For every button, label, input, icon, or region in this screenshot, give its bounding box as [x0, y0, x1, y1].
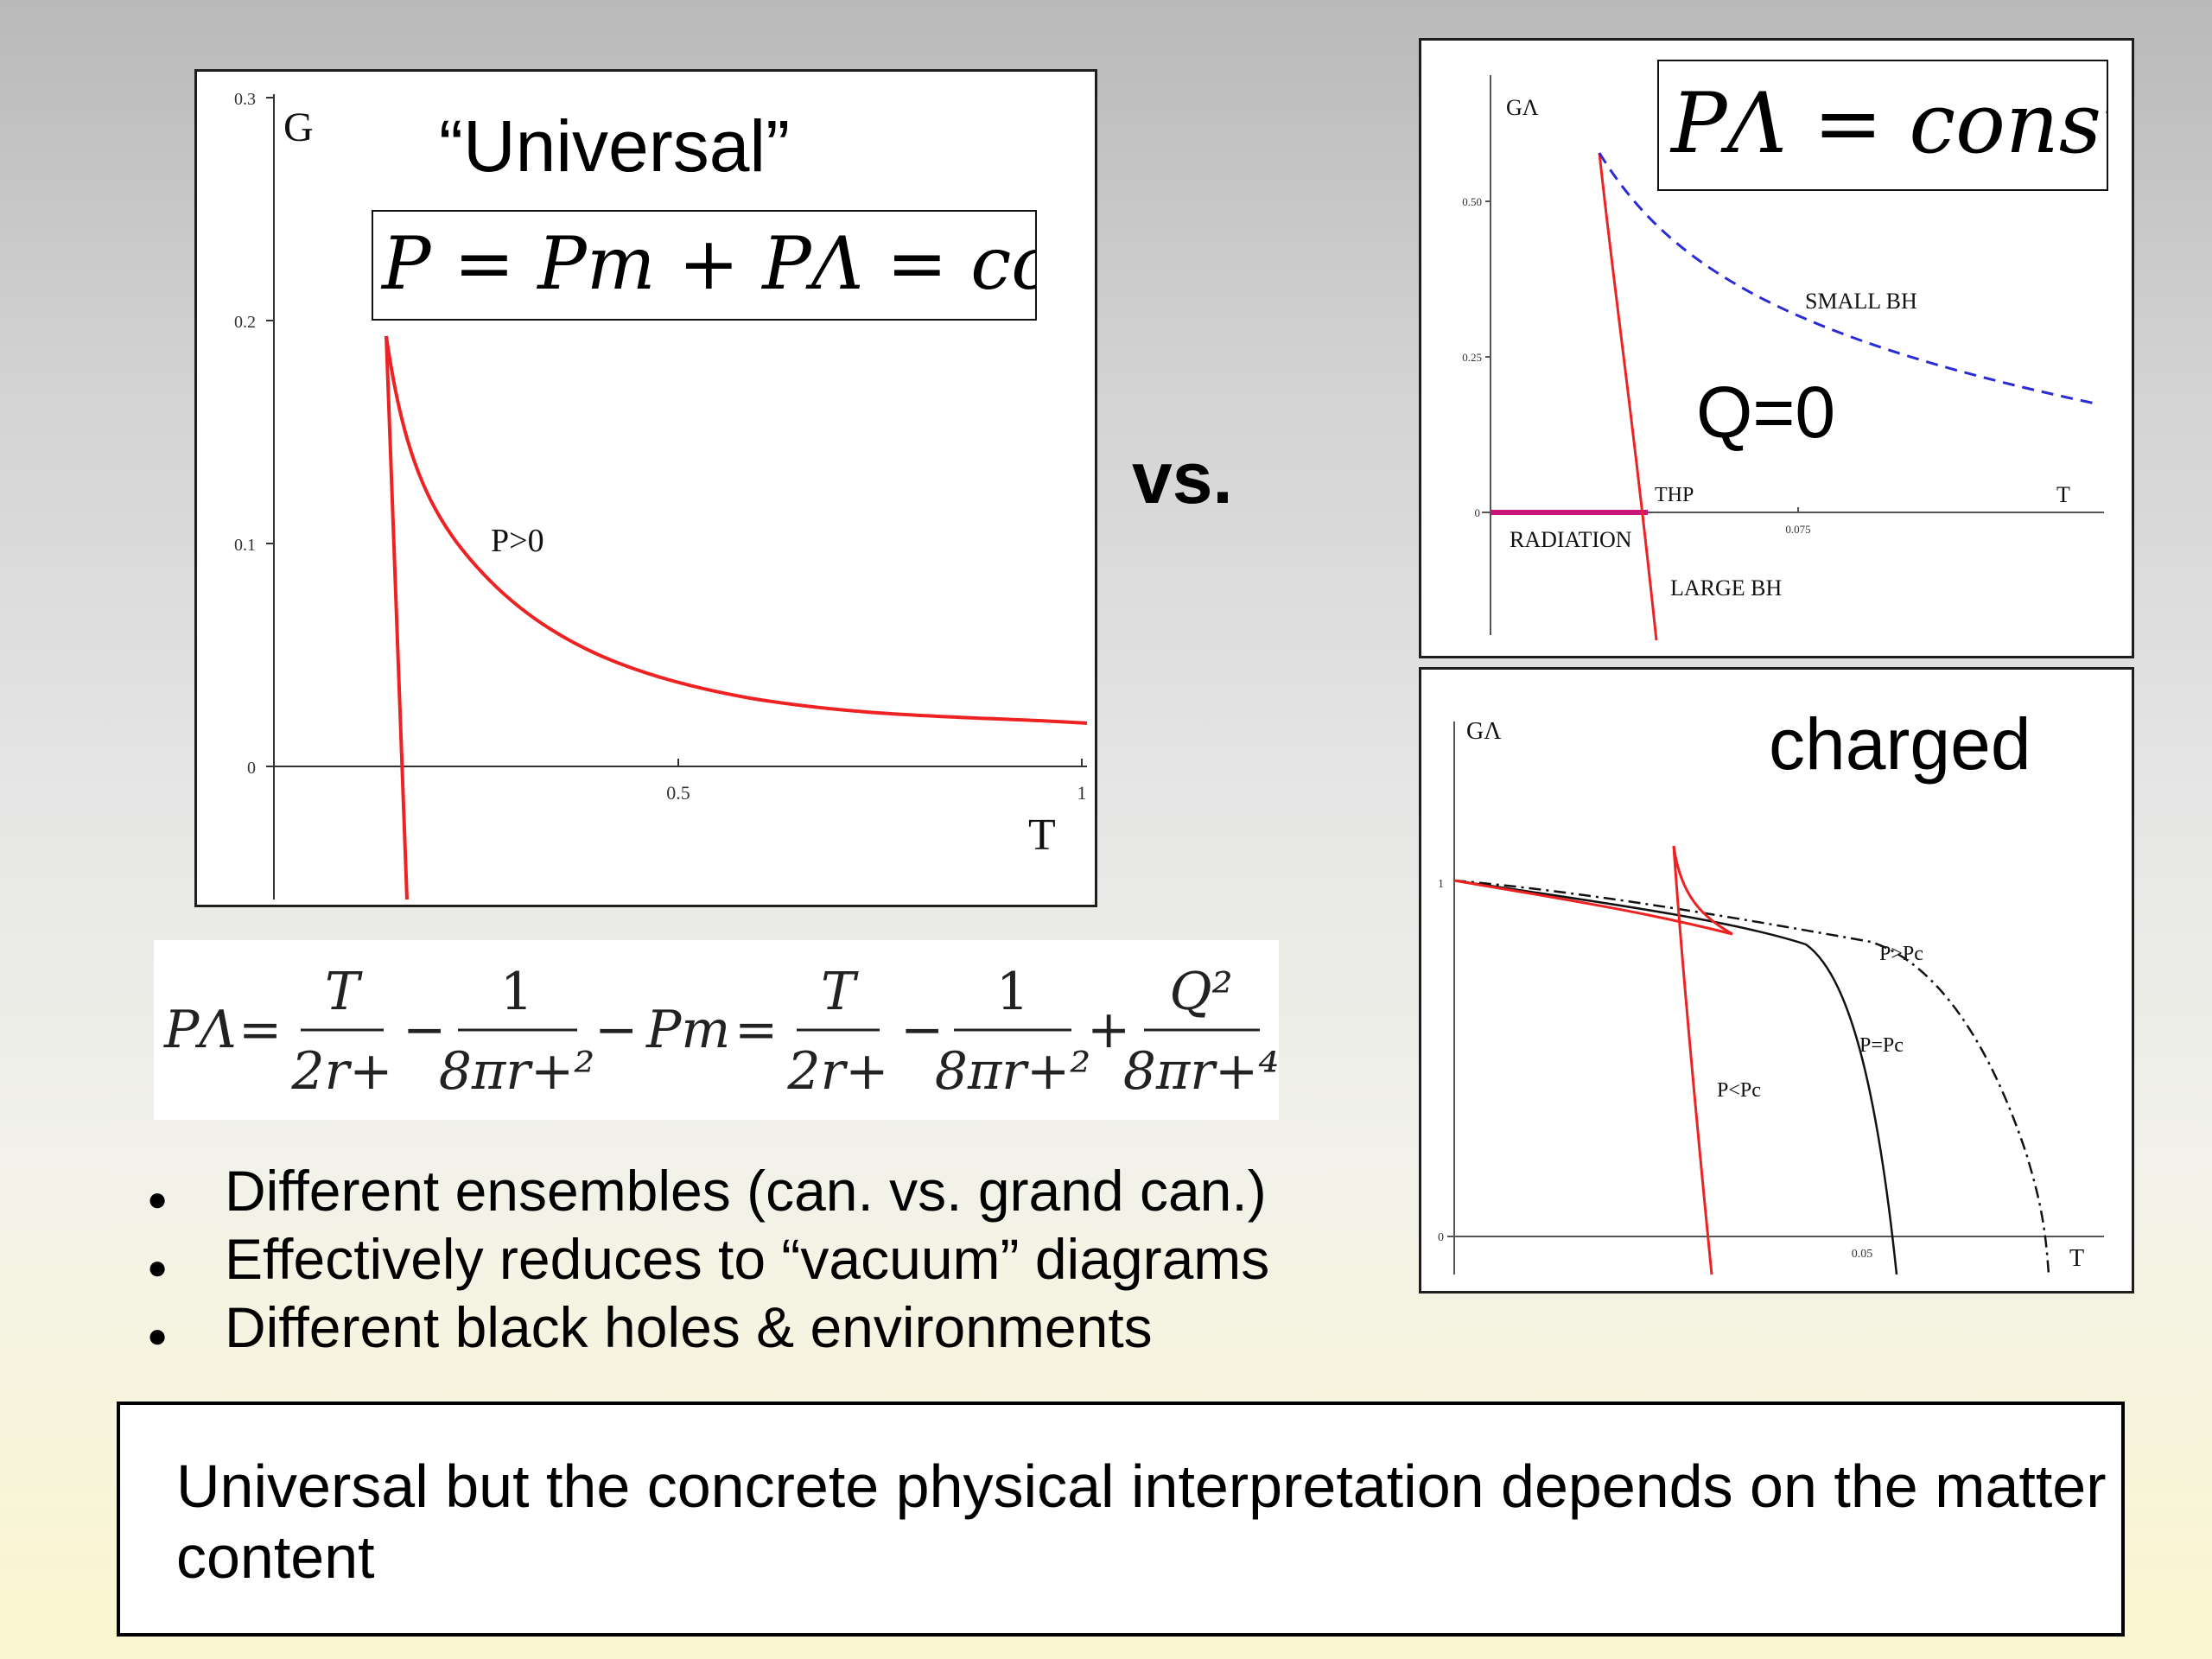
- x-tick-label: 0.5: [666, 782, 690, 804]
- fraction-denominator: 8πr+²: [935, 1041, 1091, 1102]
- bullet-icon: ●: [147, 1249, 168, 1287]
- y-tick-label: 0.2: [234, 313, 256, 332]
- fraction-numerator: 1: [996, 962, 1029, 1022]
- charged-title: charged: [1769, 703, 2031, 785]
- charged-chart-svg: 1 0 0.05 GΛ T P>Pc P=Pc P<Pc: [1438, 718, 2104, 1275]
- curve-p-below-critical-steep: [1672, 845, 1713, 1275]
- universal-title: “Universal”: [439, 105, 791, 187]
- y-axis-label: GΛ: [1466, 718, 1502, 745]
- lambda-const-equation: PΛ = const: [1657, 60, 2108, 191]
- main-equation-svg: PΛ = T 2r+ − 1 8πr+² − Pm = T 2r+ − 1 8π…: [163, 962, 1280, 1102]
- fraction-denominator: 8πr+⁴: [1123, 1041, 1280, 1102]
- universal-pressure-equation: P = Pm + PΛ = const.: [372, 210, 1037, 321]
- red-curve-p-positive: [385, 335, 1088, 725]
- y-axis-label: GΛ: [1506, 95, 1539, 120]
- svg-text:=: =: [734, 1000, 778, 1060]
- svg-text:−: −: [900, 1000, 944, 1060]
- y-tick-label: 0.25: [1462, 351, 1482, 364]
- fraction-denominator: 2r+: [290, 1041, 392, 1102]
- equation-lhs: PΛ: [163, 1000, 237, 1060]
- equation-pm: Pm: [645, 1000, 730, 1060]
- y-tick-label: 0: [1438, 1231, 1444, 1244]
- series-label: P=Pc: [1859, 1034, 1904, 1057]
- bullet-icon: ●: [147, 1317, 168, 1355]
- charged-chart-panel: 1 0 0.05 GΛ T P>Pc P=Pc P<Pc charged: [1419, 667, 2134, 1294]
- fraction-numerator: 1: [500, 962, 533, 1022]
- y-tick-label: 1: [1438, 878, 1444, 891]
- svg-text:=: =: [238, 1000, 282, 1060]
- x-tick-label: 0.05: [1852, 1248, 1873, 1261]
- curve-p-below-critical-cusp: [1672, 845, 1733, 936]
- x-axis-label: T: [2069, 1245, 2084, 1272]
- red-curve-large-bh: [1598, 152, 1658, 641]
- y-tick-label: 0: [1475, 506, 1481, 519]
- fraction-denominator: 8πr+²: [439, 1041, 595, 1102]
- x-axis-label: T: [2056, 482, 2070, 507]
- bullet-text: Different black holes & environments: [225, 1295, 1153, 1359]
- x-tick-label: 1: [1077, 782, 1087, 804]
- conclusion-box: Universal but the concrete physical inte…: [117, 1402, 2125, 1637]
- curve-p-above-critical: [1453, 879, 2050, 1275]
- svg-text:−: −: [594, 1000, 638, 1060]
- curve-p-below-critical-lower: [1453, 879, 1733, 936]
- svg-text:−: −: [403, 1000, 446, 1060]
- q-zero-label: Q=0: [1696, 372, 1836, 453]
- large-bh-label: LARGE BH: [1670, 575, 1783, 601]
- lambda-const-chart-panel: 0.50 0.25 0 0.075 GΛ T SMALL BH RADIATIO…: [1419, 38, 2134, 658]
- blue-dashed-small-bh: [1598, 152, 2096, 405]
- x-axis-label: T: [1028, 810, 1056, 860]
- fraction-denominator: 2r+: [786, 1041, 888, 1102]
- bullet-list: ● Different ensembles (can. vs. grand ca…: [147, 1158, 1269, 1363]
- fraction-numerator: T: [821, 962, 859, 1022]
- list-item: ● Effectively reduces to “vacuum” diagra…: [147, 1226, 1269, 1294]
- series-label: P>Pc: [1879, 943, 1923, 965]
- fraction-numerator: Q²: [1169, 962, 1232, 1022]
- lambda-const-chart-svg: 0.50 0.25 0 0.075 GΛ T SMALL BH RADIATIO…: [1462, 75, 2104, 641]
- bullet-text: Effectively reduces to “vacuum” diagrams: [225, 1227, 1270, 1291]
- universal-chart-svg: 0.3 0.2 0.1 0 0.5 1 G T P>0: [234, 90, 1088, 900]
- red-curve-steep-branch: [385, 335, 409, 900]
- bullet-icon: ●: [147, 1180, 168, 1218]
- thp-label: THP: [1655, 484, 1694, 506]
- vs-label: vs.: [1132, 437, 1233, 518]
- small-bh-label: SMALL BH: [1805, 289, 1917, 314]
- fraction-numerator: T: [325, 962, 363, 1022]
- series-label: P<Pc: [1717, 1079, 1761, 1102]
- x-tick-label: 0.075: [1785, 523, 1810, 536]
- list-item: ● Different black holes & environments: [147, 1294, 1269, 1363]
- bullet-text: Different ensembles (can. vs. grand can.…: [225, 1159, 1267, 1223]
- y-tick-label: 0.1: [234, 536, 256, 555]
- universal-chart-panel: 0.3 0.2 0.1 0 0.5 1 G T P>0 “Universal” …: [194, 69, 1097, 907]
- list-item: ● Different ensembles (can. vs. grand ca…: [147, 1158, 1269, 1226]
- main-equation: PΛ = T 2r+ − 1 8πr+² − Pm = T 2r+ − 1 8π…: [154, 940, 1279, 1120]
- curve-p-critical: [1453, 879, 1898, 1275]
- y-axis-label: G: [283, 105, 314, 150]
- y-tick-label: 0.3: [234, 90, 256, 109]
- y-tick-label: 0: [247, 759, 256, 778]
- curve-label-p-positive: P>0: [491, 523, 544, 559]
- radiation-label: RADIATION: [1510, 527, 1632, 552]
- svg-text:+: +: [1087, 1000, 1130, 1060]
- y-tick-label: 0.50: [1462, 195, 1482, 208]
